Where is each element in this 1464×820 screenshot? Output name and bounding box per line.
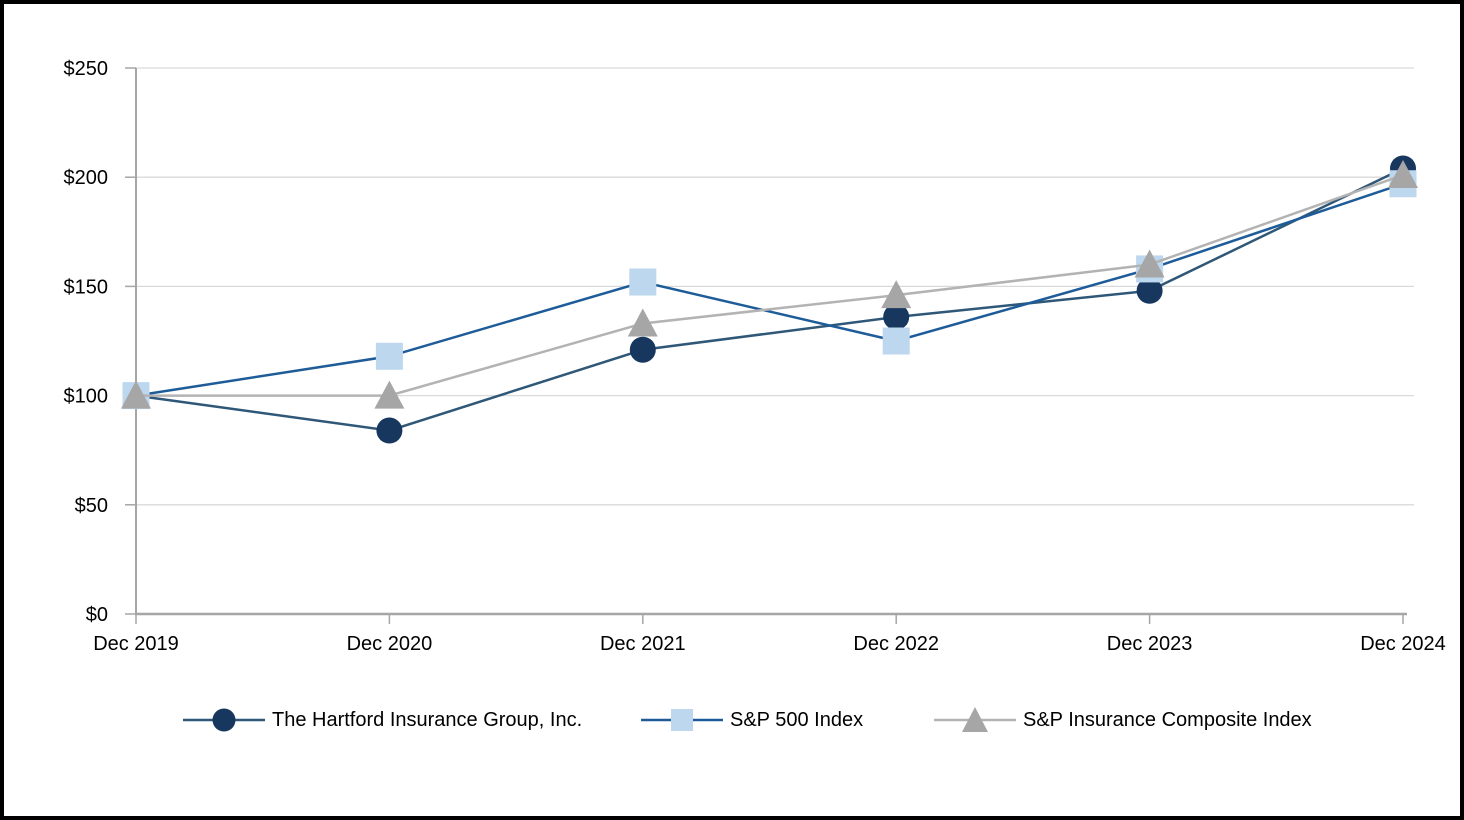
legend-label: S&P Insurance Composite Index — [1023, 708, 1312, 731]
series-line-1 — [135, 182, 1404, 397]
data-point-marker — [882, 327, 910, 355]
data-point-marker — [374, 380, 405, 409]
legend-label: S&P 500 Index — [730, 708, 864, 731]
y-tick-label: $100 — [64, 386, 109, 408]
legend-item-insurance-composite: S&P Insurance Composite Index — [934, 703, 1312, 737]
series-1 — [122, 170, 1417, 410]
legend-item-hartford: The Hartford Insurance Group, Inc. — [183, 703, 582, 737]
data-point-marker — [1136, 277, 1163, 304]
x-tick-label: Dec 2021 — [600, 633, 686, 655]
data-point-marker — [376, 417, 403, 444]
y-tick-label: $0 — [86, 604, 108, 626]
x-tick-label: Dec 2024 — [1360, 633, 1446, 655]
data-point-marker — [1134, 249, 1165, 278]
data-point-marker — [375, 342, 403, 370]
circle-marker-icon — [183, 703, 265, 737]
x-tick-label: Dec 2019 — [93, 633, 179, 655]
x-tick-label: Dec 2023 — [1107, 633, 1193, 655]
data-point-marker — [121, 380, 151, 409]
series-line-2 — [136, 173, 1404, 397]
data-point-marker — [629, 268, 657, 296]
y-tick-label: $200 — [64, 167, 109, 189]
y-tick-label: $50 — [75, 495, 108, 517]
legend-label: The Hartford Insurance Group, Inc. — [272, 708, 583, 731]
series-0 — [123, 155, 1416, 444]
legend-marker — [671, 709, 693, 731]
legend-marker — [962, 707, 988, 732]
x-tick-label: Dec 2020 — [347, 633, 433, 655]
triangle-marker-icon — [934, 703, 1016, 737]
series-2 — [121, 160, 1418, 409]
data-point-marker — [883, 303, 910, 330]
x-tick-label: Dec 2022 — [853, 633, 939, 655]
chart-legend: The Hartford Insurance Group, Inc. S&P 5… — [4, 703, 1460, 737]
square-marker-icon — [641, 703, 723, 737]
data-point-marker — [629, 336, 656, 363]
legend-marker — [212, 708, 236, 732]
data-point-marker — [881, 280, 912, 309]
data-point-marker — [627, 308, 658, 337]
total-return-line-chart: $0 $50 $100 $150 $200 $250 Dec 2019 Dec 2020 Dec… — [64, 58, 1446, 655]
data-point-marker — [1388, 160, 1418, 189]
legend-item-sp500: S&P 500 Index — [641, 703, 863, 737]
y-tick-label: $150 — [64, 276, 109, 298]
y-tick-label: $250 — [64, 58, 109, 80]
series-line-0 — [135, 167, 1404, 432]
